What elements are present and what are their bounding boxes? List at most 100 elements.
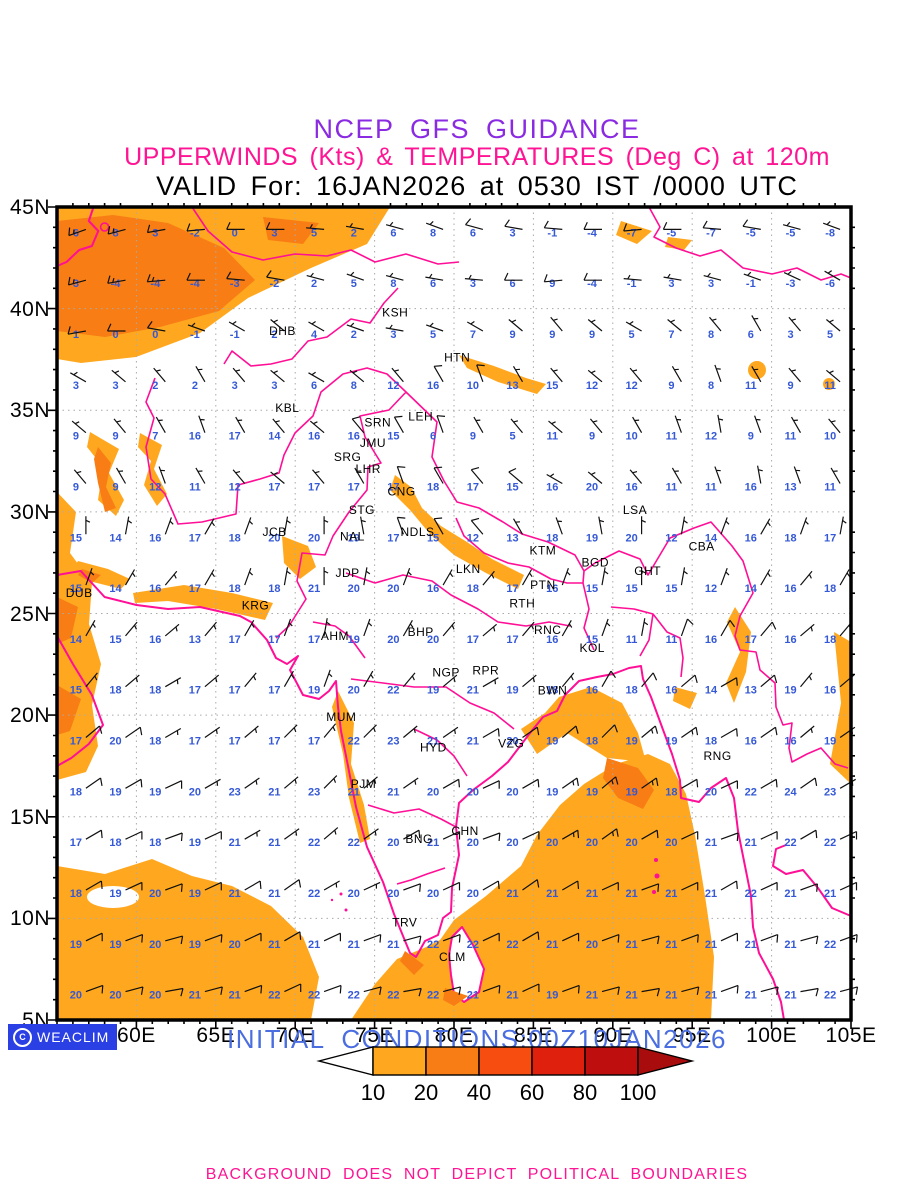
wind-barb (155, 416, 166, 433)
temp-value: 18 (229, 583, 241, 595)
wind-barb (67, 326, 87, 335)
wind-barb (641, 567, 646, 586)
wind-barb (425, 220, 444, 230)
wind-barb (158, 466, 166, 484)
station-label: CBA (689, 539, 715, 553)
lon-axis-label: 85E (513, 1024, 553, 1047)
temp-value: 19 (348, 532, 360, 544)
temp-value: 9 (73, 431, 79, 443)
temp-value: 17 (189, 685, 201, 697)
wind-barb (125, 726, 143, 738)
station-label: DHB (269, 324, 296, 338)
temp-value: 17 (387, 482, 399, 494)
wind-barb (442, 934, 461, 943)
temp-value: 20 (506, 736, 518, 748)
wind-barb (164, 677, 182, 688)
colorbar-label: 60 (520, 1080, 544, 1105)
temp-value: 13 (784, 482, 796, 494)
wind-barb (788, 316, 801, 332)
temp-value: 11 (666, 431, 678, 443)
temp-value: 3 (708, 278, 714, 290)
wind-barb (195, 365, 206, 383)
temp-value: 20 (348, 583, 360, 595)
temp-value: 9 (73, 482, 79, 494)
wind-barb (587, 369, 603, 383)
temp-value: 21 (586, 888, 598, 900)
temp-value: 16 (189, 431, 201, 443)
wind-barb (629, 367, 643, 383)
temp-value: 5 (629, 329, 635, 341)
wind-barb (800, 725, 815, 738)
wind-barb (760, 621, 777, 637)
colorbar-label: 10 (361, 1080, 385, 1105)
station-label: NAL (340, 529, 365, 543)
temp-value: 13 (189, 634, 201, 646)
temp-value: 3 (668, 278, 674, 290)
wind-barb (760, 986, 779, 995)
temp-value: 21 (348, 786, 360, 798)
wind-barb (800, 935, 819, 945)
wind-barb (601, 618, 611, 637)
lat-lon-gridlines (57, 207, 851, 1020)
wind-barb (601, 670, 616, 687)
temp-value: 21 (229, 837, 241, 849)
wind-barb (482, 984, 501, 994)
wind-barb (391, 367, 404, 383)
wind-barb (720, 780, 738, 789)
temp-value: 18 (427, 482, 439, 494)
lat-axis-label: 35N (9, 399, 50, 423)
wind-barb (839, 516, 847, 535)
wind-barb (403, 829, 421, 840)
wind-barb (70, 371, 87, 383)
copyright-icon: C (13, 1027, 32, 1047)
station-label: RTH (509, 596, 535, 610)
temp-value: 3 (112, 380, 118, 392)
lon-axis-label: 100E (746, 1024, 798, 1047)
temp-value: 9 (549, 278, 555, 290)
wind-barb (312, 469, 325, 484)
wind-barb (306, 223, 325, 230)
temp-value: 15 (70, 583, 82, 595)
temp-value: 6 (311, 380, 317, 392)
shade-region-dark (57, 215, 654, 975)
lake-outline (99, 222, 110, 232)
lon-axis-label: 75E (355, 1024, 395, 1047)
colorbar-left-arrow (316, 1046, 374, 1076)
wind-barb (385, 221, 404, 230)
wind-barb (601, 986, 620, 995)
wind-barb (583, 272, 602, 281)
wind-barb (284, 879, 302, 891)
wind-barb (323, 984, 342, 994)
temp-value: 17 (229, 634, 241, 646)
wind-barb (402, 567, 412, 586)
wind-barb (800, 623, 815, 637)
station-label: LKN (456, 562, 481, 576)
temp-value: 18 (109, 685, 121, 697)
wind-barb (354, 467, 365, 484)
station-label: KBL (275, 401, 299, 415)
wind-barb (561, 567, 571, 586)
wind-barb (204, 569, 215, 586)
temp-value: 21 (546, 939, 558, 951)
temp-value: 2 (271, 329, 277, 341)
wind-barb (107, 226, 126, 235)
wind-barb (363, 618, 373, 637)
temp-value: 1 (73, 329, 79, 341)
temp-value: 16 (745, 736, 757, 748)
wind-barb (464, 274, 483, 281)
temp-value: 9 (470, 431, 476, 443)
lat-axis-label: 40N (9, 297, 50, 321)
wind-barb (470, 517, 484, 535)
wind-barb (283, 724, 298, 738)
lat-axis-label: 15N (9, 805, 50, 829)
lon-axis-label: 70E (275, 1024, 315, 1047)
temp-value: 11 (785, 431, 797, 443)
wind-barb (244, 880, 262, 891)
wind-barb (641, 618, 649, 637)
wind-barb (783, 270, 801, 281)
wind-barb (800, 672, 813, 688)
wind-barb (720, 832, 739, 842)
station-label: SRG (334, 450, 362, 464)
wind-barb (720, 932, 738, 942)
temp-value: 3 (787, 329, 793, 341)
